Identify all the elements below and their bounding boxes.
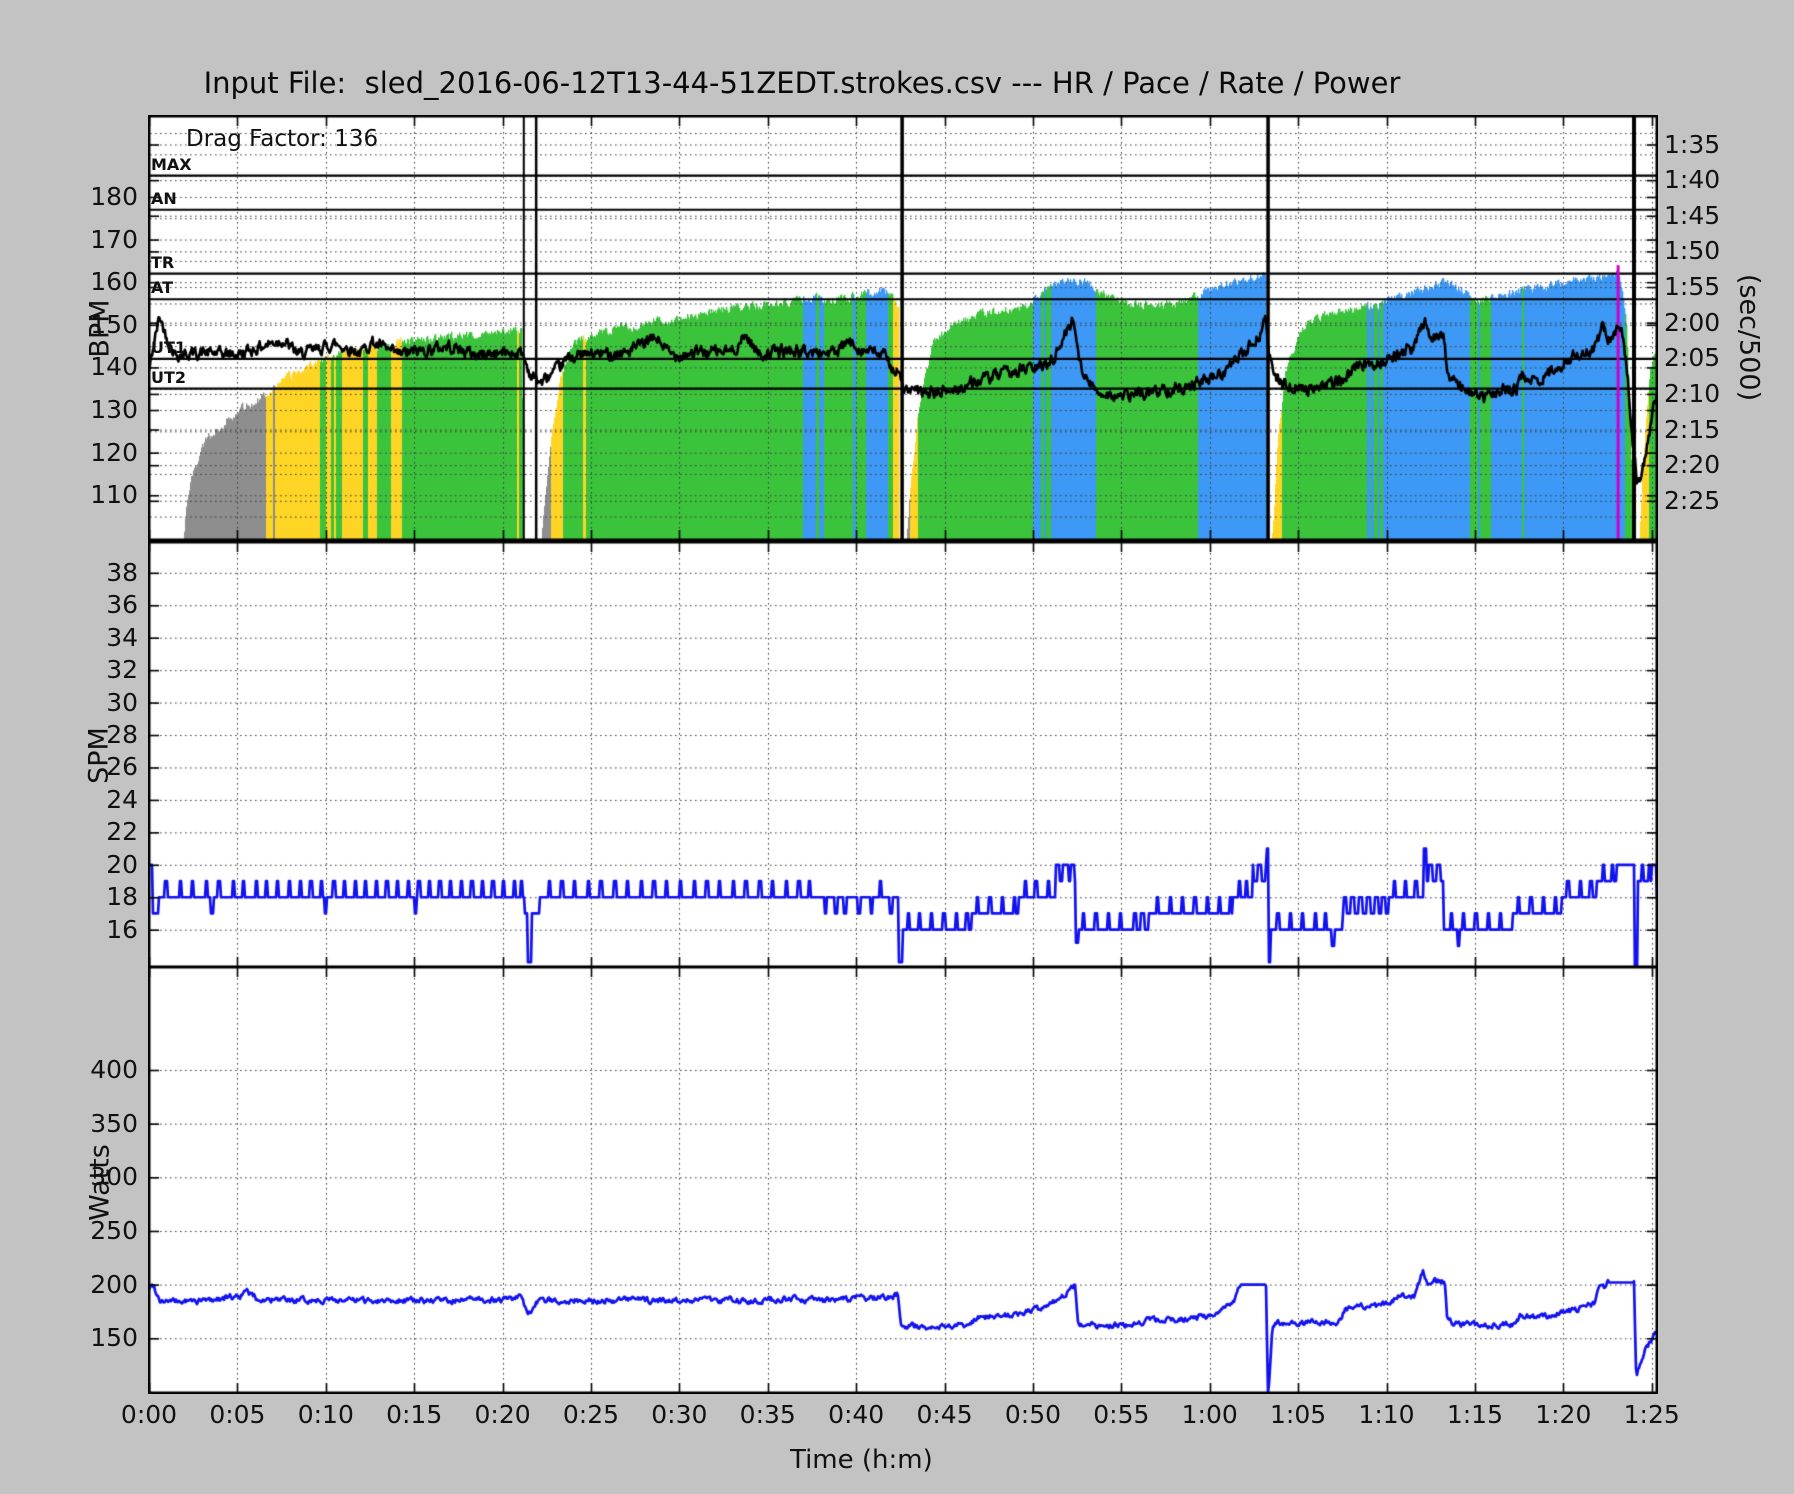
time-tick-label: 1:20 xyxy=(1535,1400,1592,1429)
time-tick-label: 0:10 xyxy=(297,1400,354,1429)
spm-tick-label: 24 xyxy=(106,784,138,814)
time-tick-label: 0:50 xyxy=(1004,1400,1061,1429)
watts-tick-label: 350 xyxy=(90,1108,138,1138)
spm-tick-label: 20 xyxy=(106,849,138,879)
pace-tick-label: 2:05 xyxy=(1664,343,1721,373)
bpm-tick-label: 150 xyxy=(90,309,138,339)
time-tick-label: 1:05 xyxy=(1270,1400,1327,1429)
time-tick-label: 0:05 xyxy=(209,1400,266,1429)
bpm-tick-label: 170 xyxy=(90,224,138,254)
time-tick-label: 0:40 xyxy=(828,1400,885,1429)
spm-tick-label: 36 xyxy=(106,590,138,620)
bpm-tick-label: 130 xyxy=(90,395,138,425)
hr-zone-label-an: AN xyxy=(151,188,177,208)
time-tick-label: 0:35 xyxy=(739,1400,796,1429)
time-tick-label: 0:00 xyxy=(120,1400,178,1429)
watts-tick-label: 300 xyxy=(90,1162,138,1192)
pace-axis-label: (sec/500) xyxy=(1733,273,1765,402)
time-tick-label: 0:55 xyxy=(1093,1400,1150,1429)
bpm-tick-label: 140 xyxy=(90,352,138,382)
watts-tick-label: 400 xyxy=(90,1055,138,1084)
pace-tick-label: 1:55 xyxy=(1664,272,1721,302)
bpm-tick-label: 120 xyxy=(90,437,138,467)
pace-tick-label: 1:50 xyxy=(1664,236,1721,266)
time-tick-label: 1:00 xyxy=(1181,1400,1238,1429)
time-tick-label: 1:15 xyxy=(1446,1400,1503,1429)
hr-zone-label-ut2: UT2 xyxy=(151,367,187,387)
power-plot xyxy=(148,966,1658,1394)
time-tick-label: 0:15 xyxy=(386,1400,443,1429)
hr-pace-plot xyxy=(148,115,1658,541)
time-tick-label: 0:30 xyxy=(651,1400,708,1429)
pace-tick-label: 2:00 xyxy=(1664,307,1721,337)
spm-tick-label: 26 xyxy=(106,752,138,782)
watts-tick-label: 250 xyxy=(90,1215,138,1245)
spm-tick-label: 22 xyxy=(106,817,138,847)
hr-zone-label-tr: TR xyxy=(151,252,175,272)
figure-title: Input File: sled_2016-06-12T13-44-51ZEDT… xyxy=(203,66,1401,100)
spm-tick-label: 30 xyxy=(106,687,138,717)
bpm-tick-label: 160 xyxy=(90,267,138,297)
time-tick-label: 1:10 xyxy=(1358,1400,1415,1429)
watts-tick-label: 200 xyxy=(90,1269,138,1299)
time-tick-label: 0:25 xyxy=(562,1400,620,1429)
pace-tick-label: 1:45 xyxy=(1664,200,1721,230)
hr-zone-label-ut1: UT1 xyxy=(151,337,187,357)
pace-tick-label: 2:25 xyxy=(1664,485,1721,515)
pace-tick-label: 1:40 xyxy=(1664,165,1721,195)
pace-tick-label: 1:35 xyxy=(1664,129,1721,159)
watts-tick-label: 150 xyxy=(90,1323,138,1353)
time-tick-label: 1:25 xyxy=(1623,1400,1680,1429)
spm-tick-label: 38 xyxy=(106,557,138,587)
time-tick-label: 0:45 xyxy=(916,1400,973,1429)
bpm-tick-label: 110 xyxy=(90,480,138,510)
spm-tick-label: 18 xyxy=(106,882,138,912)
pace-tick-label: 2:20 xyxy=(1664,450,1721,480)
spm-tick-label: 28 xyxy=(106,720,138,750)
hr-zone-label-at: AT xyxy=(151,278,174,298)
hr-zone-label-max: MAX xyxy=(151,154,192,174)
time-tick-label: 0:20 xyxy=(474,1400,531,1429)
spm-tick-label: 34 xyxy=(106,622,138,652)
drag-factor-annotation: Drag Factor: 136 xyxy=(186,126,379,152)
spm-tick-label: 32 xyxy=(106,655,138,685)
pace-tick-label: 2:10 xyxy=(1664,378,1721,408)
stroke-rate-plot xyxy=(148,541,1658,968)
bpm-tick-label: 180 xyxy=(90,181,138,211)
pace-tick-label: 2:15 xyxy=(1664,414,1721,444)
spm-tick-label: 16 xyxy=(106,914,138,944)
time-axis-label: Time (h:m) xyxy=(790,1445,933,1475)
